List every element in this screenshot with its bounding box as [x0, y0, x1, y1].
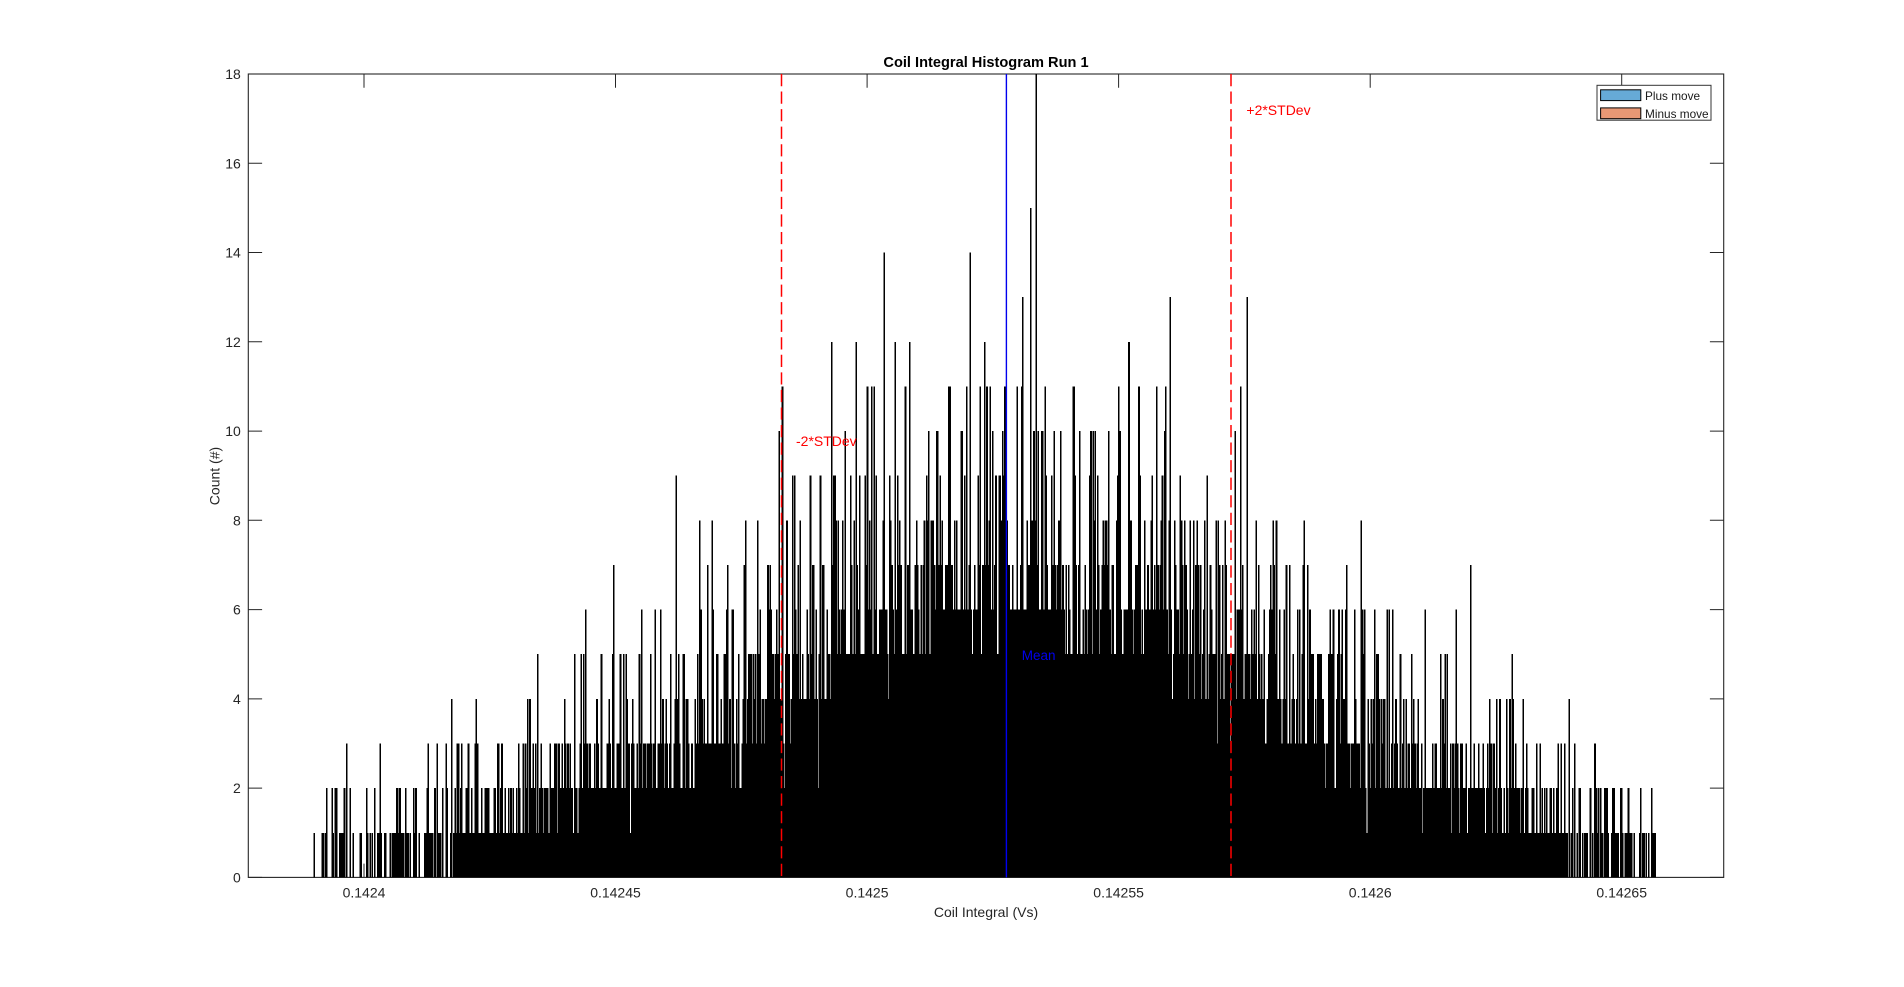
svg-text:+2*STDev: +2*STDev — [1246, 102, 1310, 118]
svg-text:Coil Integral (Vs): Coil Integral (Vs) — [934, 904, 1038, 920]
svg-text:10: 10 — [225, 423, 241, 439]
svg-text:Coil Integral Histogram Run 1: Coil Integral Histogram Run 1 — [883, 55, 1088, 71]
svg-text:Mean: Mean — [1022, 648, 1056, 663]
svg-text:2: 2 — [233, 780, 241, 796]
svg-text:0.14265: 0.14265 — [1596, 885, 1647, 901]
svg-text:Plus move: Plus move — [1645, 89, 1701, 103]
svg-text:14: 14 — [225, 245, 241, 261]
svg-text:16: 16 — [225, 155, 241, 171]
svg-text:18: 18 — [225, 66, 241, 82]
svg-text:Count (#): Count (#) — [207, 447, 223, 505]
svg-text:0.1426: 0.1426 — [1349, 885, 1392, 901]
svg-text:6: 6 — [233, 602, 241, 618]
svg-text:0: 0 — [233, 869, 241, 885]
svg-text:0.1424: 0.1424 — [343, 885, 386, 901]
svg-text:8: 8 — [233, 512, 241, 528]
svg-text:0.14255: 0.14255 — [1093, 885, 1144, 901]
svg-text:0.14245: 0.14245 — [590, 885, 641, 901]
svg-text:4: 4 — [233, 691, 241, 707]
svg-text:12: 12 — [225, 334, 241, 350]
svg-text:0.1425: 0.1425 — [846, 885, 889, 901]
svg-text:Minus move: Minus move — [1645, 107, 1709, 121]
svg-text:-2*STDev: -2*STDev — [796, 433, 857, 449]
